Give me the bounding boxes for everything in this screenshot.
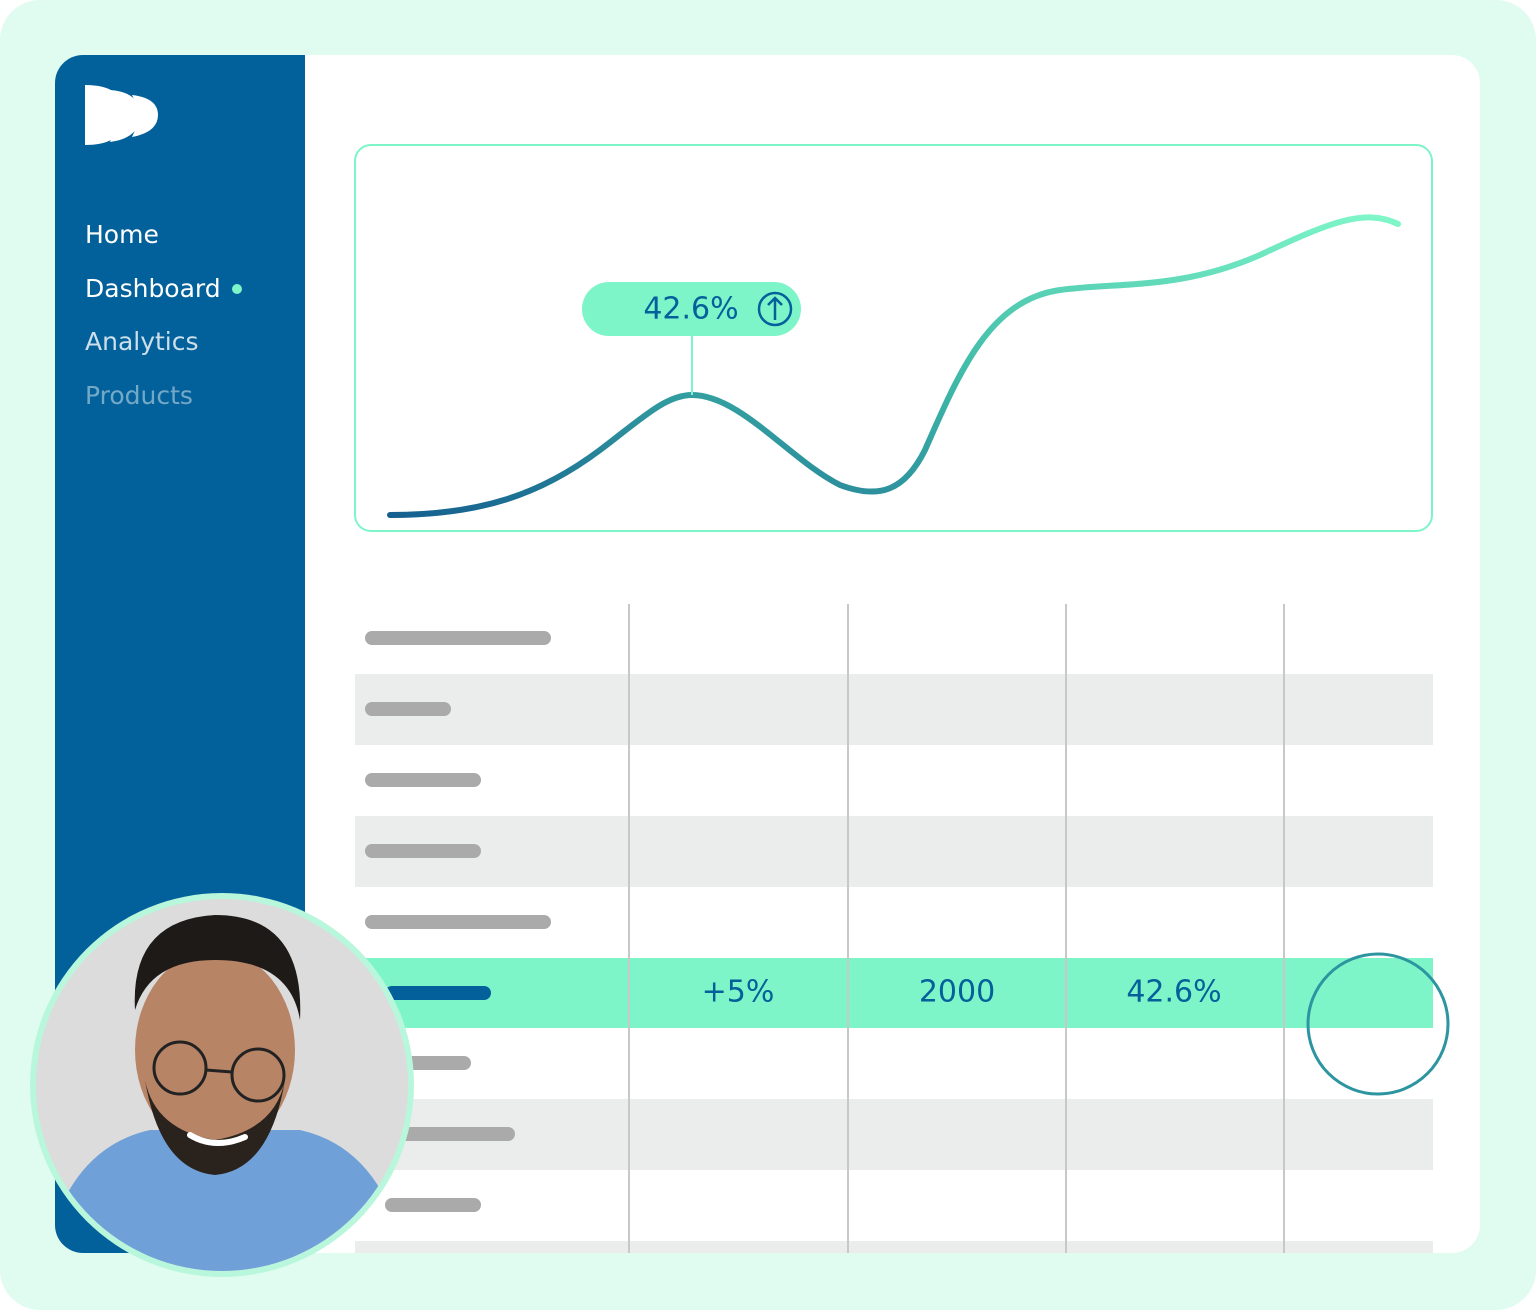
cell-value: 42.6% [1126, 975, 1221, 1010]
nav-item[interactable]: Analytics [85, 327, 199, 356]
nav-item[interactable]: Products [85, 381, 193, 410]
cell-value: 2000 [919, 975, 995, 1010]
callout-value: 42.6% [643, 292, 738, 327]
trend-line [387, 214, 1401, 518]
nav-item[interactable]: Home [85, 220, 159, 249]
nav-item[interactable]: Dashboard [85, 274, 221, 303]
avatar [30, 893, 414, 1277]
up-icon [757, 291, 793, 327]
table [355, 604, 1433, 1253]
highlighted-row [355, 958, 1433, 1028]
active-dot [232, 284, 242, 294]
logo [85, 85, 158, 145]
cursor-ring [1306, 952, 1450, 1096]
cell-value: +5% [702, 975, 775, 1010]
callout [582, 282, 801, 336]
chart-frame [354, 144, 1433, 532]
